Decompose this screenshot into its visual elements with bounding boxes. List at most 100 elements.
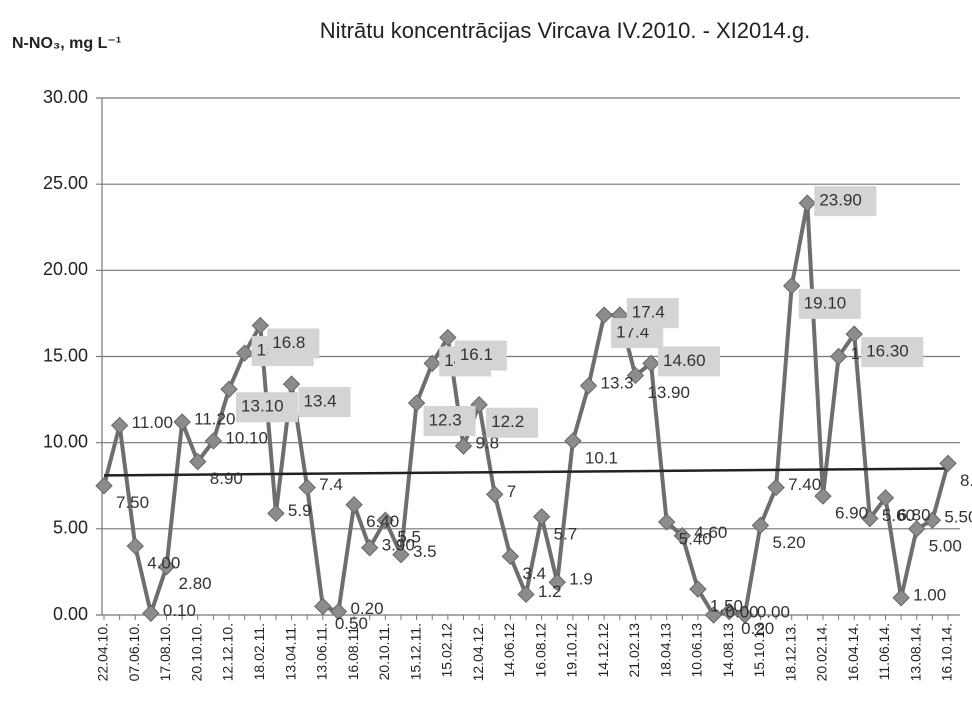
data-point: [908, 520, 926, 538]
data-point: [814, 487, 832, 505]
data-label: 0.00: [726, 602, 759, 621]
x-tick-label: 12.12.10.: [220, 623, 236, 681]
data-label: 6.40: [366, 512, 399, 531]
data-point: [298, 478, 316, 497]
x-tick-label: 15.12.11.: [407, 623, 423, 680]
data-label: 5.50: [944, 508, 972, 527]
y-tick-label: 20.00: [43, 259, 88, 279]
data-point: [314, 597, 332, 616]
y-tick-label: 25.00: [43, 173, 88, 193]
data-label: 23.90: [819, 191, 862, 210]
data-label: 19.10: [804, 293, 847, 312]
data-point: [501, 547, 520, 566]
label-box: [861, 337, 924, 368]
data-point: [798, 194, 817, 212]
data-point: [876, 489, 895, 507]
data-label: 10.1: [585, 448, 618, 467]
data-point: [532, 508, 551, 526]
x-tick-label: 17.08.10.: [157, 623, 173, 681]
data-label: 0.20: [741, 619, 774, 638]
data-label: 5.40: [679, 529, 712, 548]
label-box: [298, 387, 351, 418]
data-point: [235, 344, 254, 362]
data-label: 0.00: [757, 602, 790, 621]
data-point: [939, 454, 957, 473]
data-point: [392, 545, 410, 564]
data-point: [861, 509, 879, 528]
x-tick-label: 10.06.13: [689, 623, 705, 678]
data-point: [189, 452, 207, 471]
data-label: 5.20: [772, 533, 805, 552]
data-label: 5.5: [397, 528, 421, 547]
data-point: [517, 585, 535, 604]
data-point: [345, 495, 363, 514]
label-box: [486, 407, 539, 438]
data-point: [454, 437, 473, 455]
data-label: 3.4: [522, 564, 546, 583]
data-label: 5.00: [929, 536, 962, 555]
x-tick-label: 18.12.13.: [782, 623, 798, 681]
data-label: 6.90: [835, 504, 868, 523]
data-point: [689, 580, 707, 598]
data-point: [95, 477, 113, 495]
data-point: [157, 558, 176, 576]
data-label: 13.3: [601, 373, 634, 392]
data-point: [595, 306, 613, 324]
data-point: [142, 604, 160, 622]
data-label: 12.2: [491, 412, 524, 431]
data-label: 3.90: [382, 535, 415, 554]
data-label: 5.60: [882, 506, 915, 525]
y-tick-label: 5.00: [53, 518, 88, 538]
data-point: [376, 511, 395, 529]
data-point: [251, 316, 270, 335]
x-tick-label: 14.08.13: [720, 623, 736, 678]
data-point: [439, 328, 457, 347]
data-point: [360, 539, 379, 557]
x-tick-label: 13.04.11.: [282, 623, 298, 680]
data-label: 4.60: [694, 523, 727, 542]
data-label: 7.50: [116, 493, 149, 512]
x-tick-label: 20.10.10.: [188, 623, 204, 681]
data-point: [329, 602, 348, 621]
data-label: 1.2: [538, 582, 562, 601]
data-point: [923, 511, 942, 529]
x-tick-label: 15.10.13: [751, 623, 767, 678]
data-point: [486, 485, 504, 504]
data-point: [564, 432, 582, 450]
label-box: [658, 346, 721, 377]
data-label: 13.4: [304, 392, 337, 411]
data-point: [407, 394, 426, 412]
data-point: [548, 573, 566, 591]
label-box: [423, 406, 476, 437]
x-tick-label: 13.06.11.: [314, 623, 330, 680]
chart-title: Nitrātu koncentrācijas Vircava IV.2010. …: [320, 18, 810, 43]
data-point: [110, 416, 129, 435]
x-tick-label: 14.12.12: [595, 623, 611, 678]
data-point: [220, 380, 238, 398]
data-point: [751, 516, 770, 535]
x-tick-label: 16.04.14.: [845, 623, 861, 681]
data-label: 13.90: [647, 383, 690, 402]
data-point: [126, 537, 144, 555]
x-tick-label: 18.04.13: [657, 623, 673, 678]
x-tick-label: 15.02.12: [439, 623, 455, 678]
data-label: 14.60: [663, 351, 706, 370]
data-label: 11.20: [194, 409, 235, 428]
y-tick-label: 0.00: [53, 604, 88, 624]
data-label: 6.80: [897, 505, 930, 524]
data-point: [626, 366, 645, 385]
x-tick-label: 18.02.11.: [251, 623, 267, 680]
x-tick-label: 11.06.14.: [876, 623, 892, 680]
data-point: [704, 606, 723, 624]
x-tick-label: 20.02.14.: [814, 623, 830, 681]
data-label: 0.20: [350, 599, 383, 618]
y-tick-label: 30.00: [43, 87, 88, 107]
x-tick-label: 14.06.12: [501, 623, 517, 678]
data-label: 8.8: [960, 471, 972, 490]
data-label: 7.4: [319, 475, 343, 494]
label-box: [626, 298, 679, 329]
x-tick-label: 20.10.11.: [376, 623, 392, 680]
label-box: [236, 392, 299, 423]
data-label: 5.7: [554, 524, 578, 543]
